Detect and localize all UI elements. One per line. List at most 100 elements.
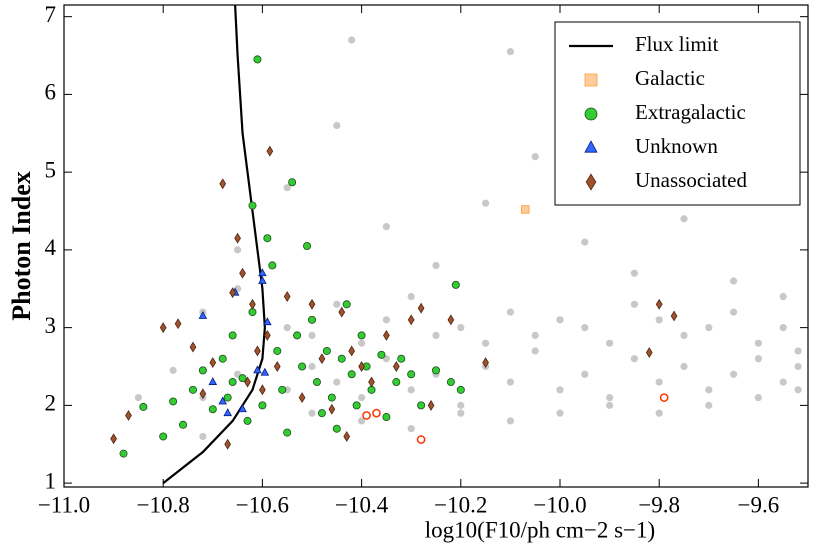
point (730, 277, 738, 285)
point (680, 362, 688, 371)
point (254, 345, 261, 357)
legend-label: Flux limit (635, 32, 719, 56)
point (407, 386, 415, 394)
point (397, 354, 406, 363)
point (352, 401, 361, 410)
point (208, 377, 218, 385)
legend-label: Galactic (635, 66, 705, 90)
point (446, 378, 455, 387)
legend-marker (584, 140, 598, 153)
point (482, 357, 489, 369)
point (730, 308, 738, 316)
point (159, 322, 167, 334)
plot-area (110, 5, 802, 484)
point (322, 346, 331, 355)
point (308, 331, 316, 340)
legend-label: Extragalactic (635, 100, 746, 124)
point (139, 402, 148, 411)
point (268, 261, 277, 270)
point (298, 362, 307, 371)
point (417, 401, 426, 410)
plot-frame (63, 4, 809, 488)
point (283, 291, 291, 302)
point (303, 241, 312, 250)
point (253, 55, 262, 64)
point (358, 339, 366, 347)
point (754, 355, 763, 363)
flux-limit-line (162, 5, 266, 484)
point (198, 310, 208, 319)
x-tick-label: −11.0 (38, 492, 90, 517)
point (432, 261, 440, 270)
point (342, 300, 351, 309)
point (368, 376, 375, 388)
point (407, 370, 416, 379)
point (659, 393, 669, 402)
point (308, 409, 316, 417)
x-tick-label: −10.6 (236, 492, 289, 517)
point (125, 410, 132, 421)
point (234, 246, 242, 254)
point (266, 145, 274, 157)
y-tick-label: 3 (45, 313, 57, 338)
point (174, 318, 182, 330)
point (239, 267, 246, 279)
y-tick-label: 7 (45, 2, 57, 27)
point (407, 425, 415, 433)
point (333, 378, 341, 386)
legend-label: Unknown (635, 134, 718, 158)
point (244, 376, 251, 388)
point (581, 370, 589, 378)
point (264, 329, 271, 341)
point (358, 393, 366, 402)
point (630, 300, 639, 308)
point (372, 408, 381, 418)
point (655, 409, 663, 417)
point (754, 393, 763, 402)
point (382, 222, 390, 231)
point (238, 374, 247, 383)
point (730, 370, 738, 378)
point (556, 386, 564, 394)
point (198, 366, 207, 375)
point (169, 397, 178, 406)
x-tick-label: −9.6 (738, 492, 780, 517)
point (407, 314, 415, 326)
x-tick-label: −9.8 (638, 492, 680, 517)
point (223, 393, 232, 402)
legend-marker (584, 73, 598, 87)
point (343, 431, 351, 442)
y-axis-label: Photon Index (7, 171, 36, 321)
point (199, 432, 207, 441)
point (308, 298, 316, 310)
point (427, 399, 435, 411)
point (754, 339, 763, 347)
point (382, 316, 390, 324)
x-tick-label: −10.4 (335, 492, 389, 517)
x-axis-label: log10(F10/ph cm−2 s−1) (425, 517, 655, 542)
point (794, 347, 802, 355)
point (457, 401, 465, 409)
legend: Flux limit Galactic Extragalactic Unknown Un… (554, 21, 801, 206)
point (506, 378, 514, 386)
point (249, 298, 256, 310)
point (228, 378, 237, 387)
point (228, 331, 237, 340)
x-tick-label: −10.8 (137, 492, 190, 517)
y-tick-label: 6 (45, 80, 57, 105)
x-tick-label: −10.0 (533, 492, 586, 517)
point (333, 121, 341, 130)
point (417, 302, 425, 314)
point (134, 393, 142, 402)
point (794, 386, 802, 394)
point (283, 184, 291, 192)
point (234, 232, 241, 244)
point (229, 287, 236, 299)
point (531, 152, 539, 161)
point (278, 385, 287, 394)
point (705, 386, 713, 394)
point (705, 324, 713, 332)
point (581, 324, 589, 332)
point (318, 353, 326, 365)
point (110, 433, 117, 445)
